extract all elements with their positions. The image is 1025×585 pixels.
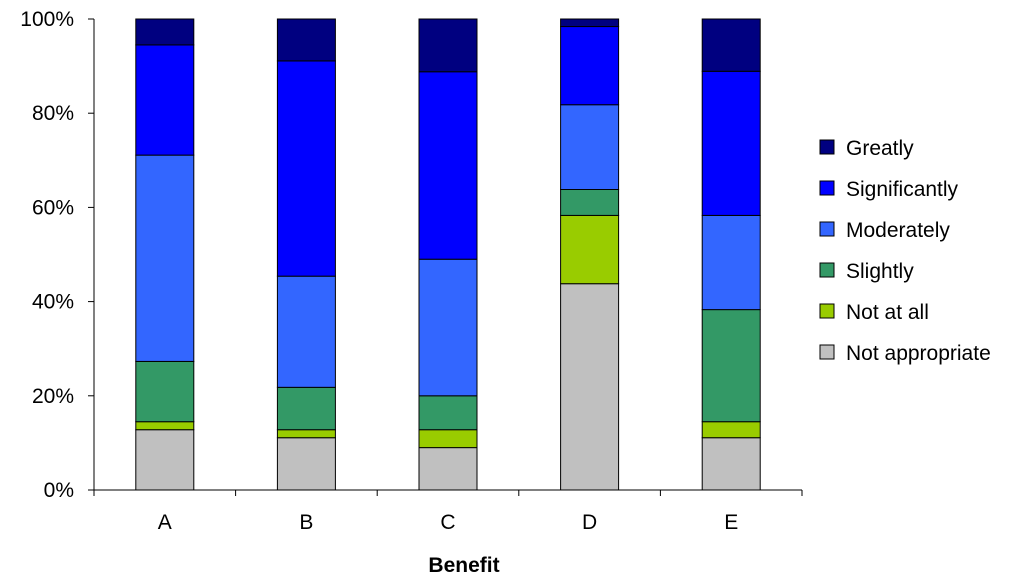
- bar-segment-b-greatly: [276, 18, 336, 62]
- bar-segment-d-slightly: [560, 189, 620, 216]
- bar-segment-b-slightly: [276, 386, 336, 431]
- legend-label: Not at all: [846, 301, 929, 324]
- legend-label: Greatly: [846, 137, 914, 160]
- bar-segment-d-moderately: [560, 104, 620, 190]
- y-tick-label: 20%: [32, 385, 74, 408]
- legend-item: Not appropriate: [819, 342, 991, 365]
- x-tick-label: D: [582, 511, 597, 534]
- legend-swatch: [819, 344, 835, 360]
- bars-layer: [135, 18, 761, 491]
- legend-item: Significantly: [819, 178, 959, 201]
- bar-segment-c-slightly: [418, 395, 478, 431]
- bar-segment-b-not-appropriate: [276, 437, 336, 491]
- y-tick-label: 0%: [44, 479, 74, 502]
- x-tick-label: C: [440, 511, 455, 534]
- bar-segment-d-greatly: [560, 18, 620, 28]
- legend-label: Slightly: [846, 260, 914, 283]
- x-axis-title: Benefit: [428, 554, 499, 577]
- bar-segment-e-greatly: [701, 18, 761, 72]
- axes-layer: 0% 20% 40% 60% 80% 100% A B C D E: [20, 8, 803, 534]
- bar-segment-a-not-at-all: [135, 421, 195, 431]
- bar-segment-b-moderately: [276, 275, 336, 388]
- bar-segment-e-not-at-all: [701, 421, 761, 439]
- bar-segment-c-moderately: [418, 258, 478, 397]
- bar-segment-b-significantly: [276, 60, 336, 277]
- bar-segment-a-slightly: [135, 360, 195, 423]
- bar-segment-e-not-appropriate: [701, 437, 761, 491]
- bar-segment-c-not-appropriate: [418, 447, 478, 491]
- legend-swatch: [819, 303, 835, 319]
- x-tick-label: B: [299, 511, 313, 534]
- bar-segment-d-significantly: [560, 26, 620, 106]
- legend-item: Moderately: [819, 219, 950, 242]
- x-tick-label: A: [158, 511, 172, 534]
- y-tick-label: 80%: [32, 102, 74, 125]
- legend-label: Moderately: [846, 219, 950, 242]
- bar-segment-e-slightly: [701, 309, 761, 423]
- legend-swatch: [819, 139, 835, 155]
- bar-segment-b-not-at-all: [276, 429, 336, 439]
- x-tick-label: E: [724, 511, 738, 534]
- legend-item: Not at all: [819, 301, 929, 324]
- y-tick-label: 60%: [32, 196, 74, 219]
- legend-item: Greatly: [819, 137, 914, 160]
- bar-segment-c-significantly: [418, 71, 478, 260]
- bar-segment-d-not-at-all: [560, 214, 620, 285]
- legend-swatch: [819, 262, 835, 278]
- y-tick-label: 40%: [32, 291, 74, 314]
- legend-item: Slightly: [819, 260, 914, 283]
- y-tick-label: 100%: [20, 8, 74, 31]
- legend-label: Significantly: [846, 178, 959, 201]
- legend-swatch: [819, 180, 835, 196]
- bar-segment-e-moderately: [701, 214, 761, 311]
- legend-label: Not appropriate: [846, 342, 991, 365]
- bar-segment-a-not-appropriate: [135, 429, 195, 491]
- legend: Greatly Significantly Moderately Slightly No…: [819, 137, 991, 365]
- bar-segment-a-moderately: [135, 154, 195, 362]
- bar-segment-a-greatly: [135, 18, 195, 46]
- legend-swatch: [819, 221, 835, 237]
- bar-segment-c-greatly: [418, 18, 478, 73]
- bar-segment-d-not-appropriate: [560, 283, 620, 491]
- bar-segment-c-not-at-all: [418, 429, 478, 449]
- bar-segment-e-significantly: [701, 70, 761, 216]
- bar-segment-a-significantly: [135, 44, 195, 156]
